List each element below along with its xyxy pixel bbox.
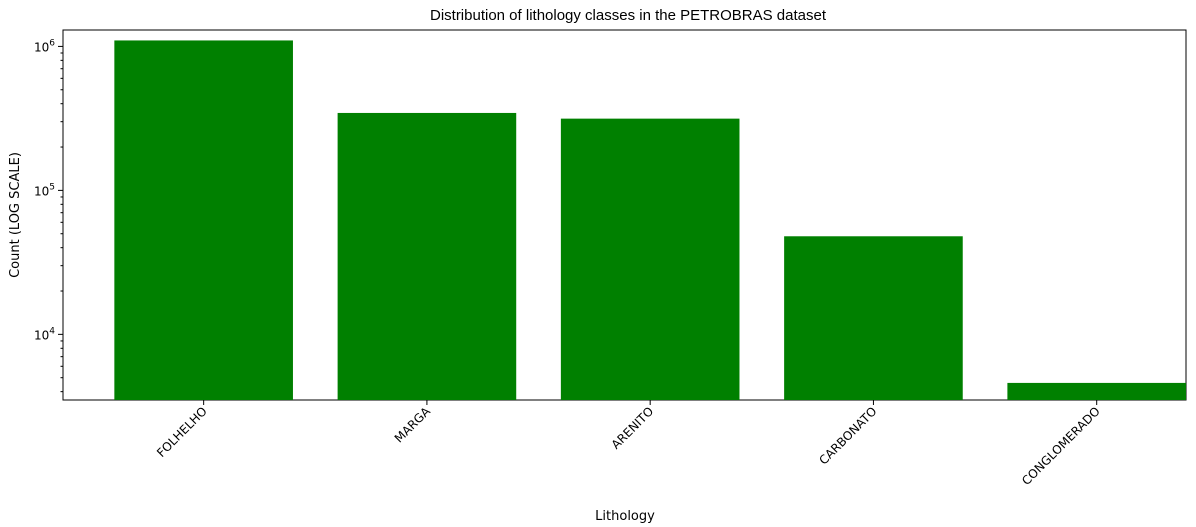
bar-marga: [337, 112, 517, 400]
bars-group: [114, 40, 1186, 400]
x-tick-label: ARENITO: [609, 404, 657, 452]
x-axis-ticks: FOLHELHO MARGA ARENITO CARBONATO CONGLOMERAD…: [154, 400, 1103, 488]
x-tick-label: CONGLOMERADO: [1019, 404, 1103, 488]
bar-carbonato: [784, 236, 963, 400]
x-tick-label: MARGA: [392, 404, 434, 446]
y-axis-ticks: 104 105 106: [34, 38, 63, 393]
bar-conglomerado: [1007, 382, 1186, 400]
chart-title: Distribution of lithology classes in the…: [429, 7, 826, 24]
y-tick-label: 106: [34, 38, 55, 54]
x-tick-label: CARBONATO: [816, 404, 879, 467]
y-axis-label: Count (LOG SCALE): [8, 152, 23, 278]
bar-arenito: [560, 118, 740, 400]
y-tick-label: 105: [34, 182, 55, 198]
bar-folhelho: [114, 40, 293, 400]
x-tick-label: FOLHELHO: [154, 404, 210, 460]
x-axis-label: Lithology: [595, 509, 655, 524]
y-tick-label: 104: [34, 326, 55, 342]
